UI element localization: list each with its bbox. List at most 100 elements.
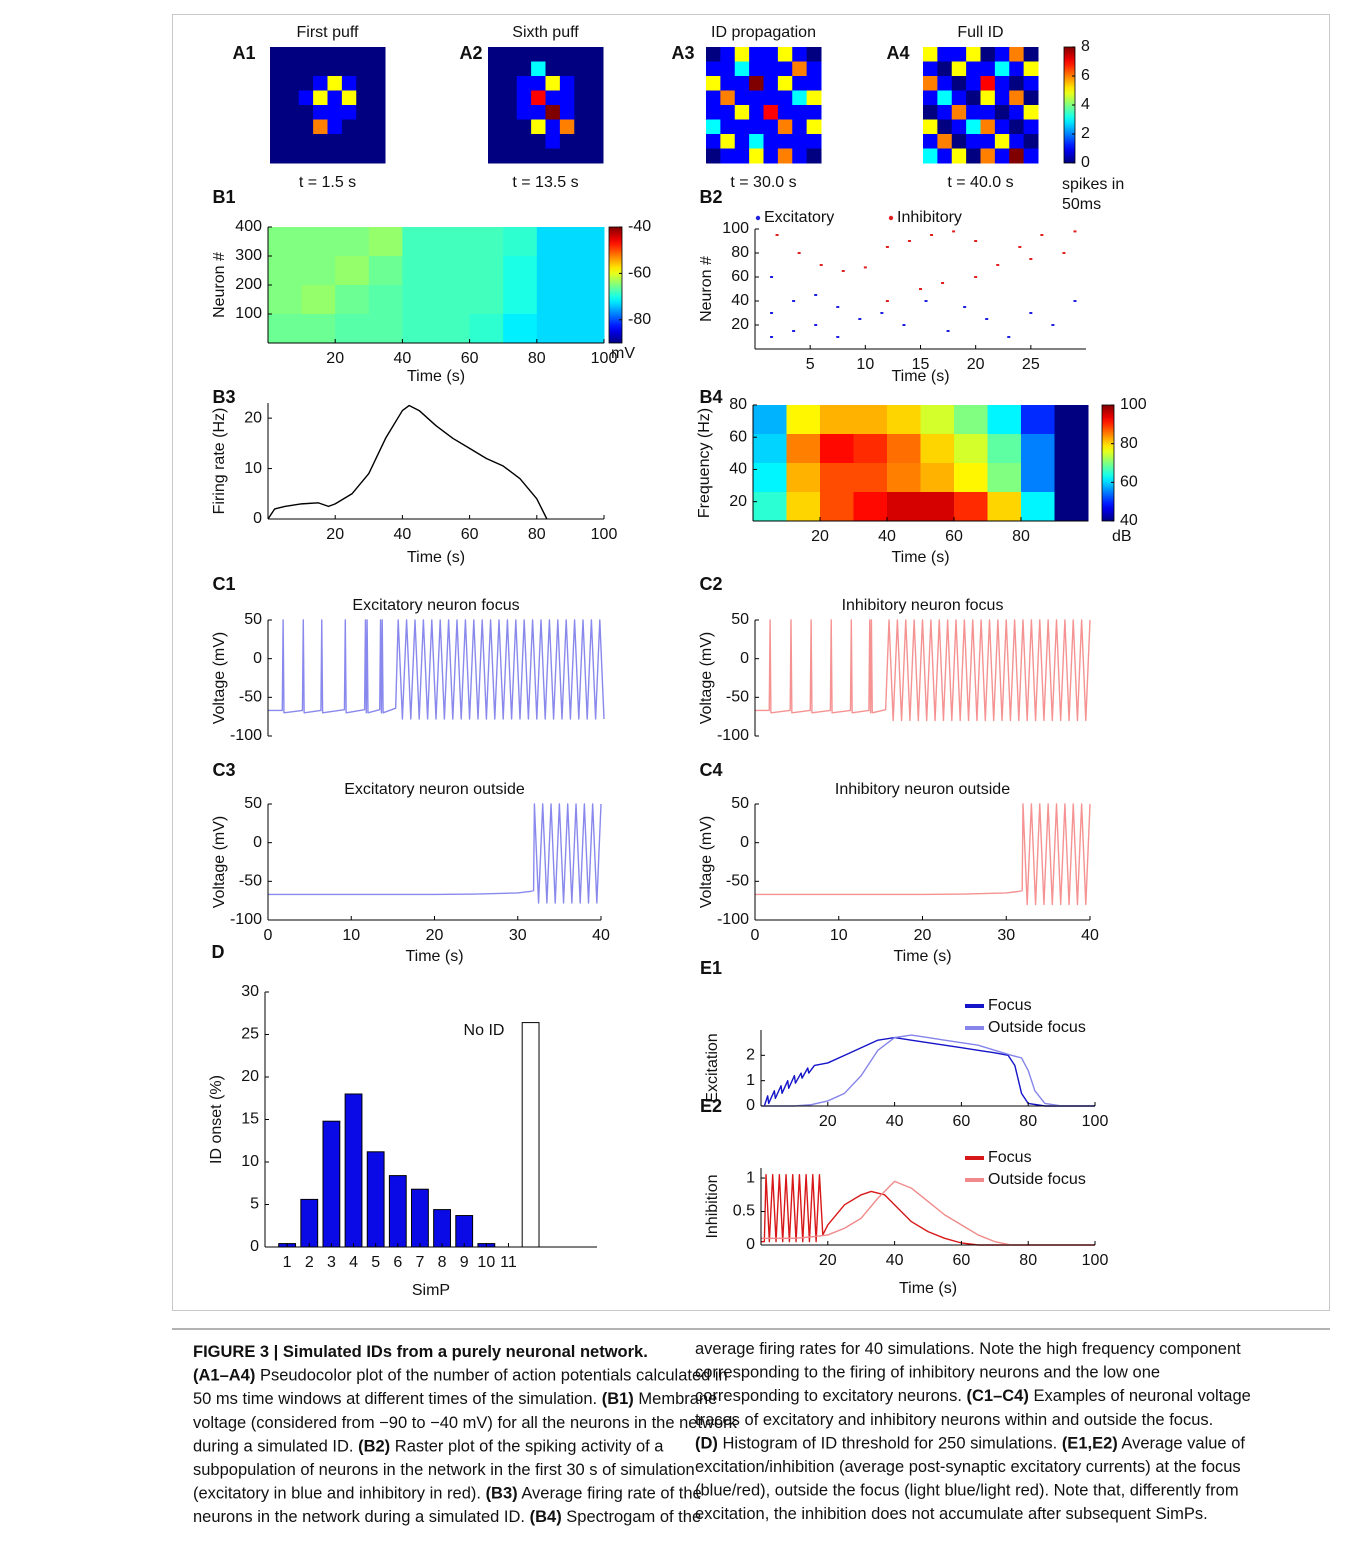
colorbar-tick-label: 2 <box>1081 125 1090 142</box>
heat-cell <box>920 405 955 435</box>
x-tick-label: 20 <box>326 350 344 367</box>
heat-cell <box>436 256 471 286</box>
caption-line: corresponding to the firing of inhibitor… <box>695 1364 1160 1382</box>
line-series <box>268 619 605 720</box>
heat-cell <box>763 76 779 91</box>
heat-cell <box>545 76 561 91</box>
heat-cell <box>284 105 300 120</box>
x-axis-label: t = 30.0 s <box>730 174 796 191</box>
spike-dot <box>946 330 950 332</box>
caption-line: (D) Histogram of ID threshold for 250 si… <box>695 1435 1245 1453</box>
x-tick-label: 6 <box>393 1254 402 1271</box>
heat-cell <box>335 314 370 344</box>
line-series <box>267 404 548 520</box>
heat-cell <box>284 76 300 91</box>
heat-cell <box>588 119 604 135</box>
caption-text: Pseudocolor plot of the number of action… <box>255 1367 727 1385</box>
heat-cell <box>284 148 300 164</box>
spike-dot <box>1040 234 1044 236</box>
heat-cell <box>488 119 503 135</box>
heat-cell <box>341 105 357 120</box>
heat-cell <box>966 148 981 164</box>
heat-cell <box>994 134 1010 149</box>
heat-cell <box>503 314 538 344</box>
y-tick-label: 80 <box>731 244 749 261</box>
heat-cell <box>980 105 996 120</box>
caption-text: Average value of <box>1118 1435 1246 1453</box>
heat-cell <box>516 134 532 149</box>
y-axis-label: Voltage (mV) <box>698 816 715 908</box>
heat-cell <box>356 90 372 106</box>
heat-cell <box>402 314 437 344</box>
colorbar-tick-label: -60 <box>628 265 651 282</box>
x-tick-label: 20 <box>326 526 344 543</box>
chart-title: Inhibitory neuron focus <box>842 597 1004 614</box>
x-tick-label: 25 <box>1022 356 1040 373</box>
heat-cell <box>270 90 285 106</box>
spike-dot <box>814 294 818 296</box>
y-tick-label: 25 <box>241 1026 259 1043</box>
heat-cell <box>1054 405 1089 435</box>
spike-dot <box>1029 258 1033 260</box>
spike-dot <box>770 276 774 278</box>
heat-cell <box>720 105 736 120</box>
heat-cell <box>327 105 343 120</box>
spike-dot <box>1073 300 1077 302</box>
y-tick-label: -50 <box>726 689 749 706</box>
heat-cell <box>536 285 571 315</box>
legend-label: Focus <box>988 1149 1032 1166</box>
heat-cell <box>436 227 471 257</box>
heat-cell <box>980 148 996 164</box>
heat-cell <box>368 227 403 257</box>
y-tick-label: 0 <box>253 834 262 851</box>
heat-cell <box>301 227 336 257</box>
x-tick-label: 40 <box>886 1113 904 1130</box>
heat-cell <box>531 105 546 120</box>
heat-cell <box>792 105 808 120</box>
x-tick-label: 20 <box>914 927 932 944</box>
heat-cell <box>298 47 314 62</box>
colorbar-tick-label: 4 <box>1081 96 1090 113</box>
heat-cell <box>749 134 764 149</box>
heat-cell <box>954 463 988 493</box>
heat-cell <box>1021 463 1055 493</box>
y-axis-label: Firing rate (Hz) <box>211 408 228 515</box>
heat-cell <box>536 256 571 286</box>
heat-cell <box>545 134 561 149</box>
heat-cell <box>923 119 938 135</box>
spike-dot <box>863 266 867 269</box>
x-tick-label: 9 <box>460 1254 469 1271</box>
heat-cell <box>923 148 938 164</box>
heat-cell <box>301 285 336 315</box>
y-tick-label: 1 <box>746 1072 755 1089</box>
heat-cell <box>923 105 938 120</box>
heat-cell <box>559 148 575 164</box>
heat-cell <box>368 314 403 344</box>
x-tick-label: 11 <box>500 1254 517 1271</box>
heat-cell <box>574 76 590 91</box>
caption-line: during a simulated ID. (B2) Raster plot … <box>193 1438 664 1456</box>
y-tick-label: 0 <box>253 510 262 527</box>
heat-cell <box>298 134 314 149</box>
heat-cell <box>436 285 471 315</box>
heat-cell <box>574 47 590 62</box>
heat-cell <box>980 61 996 77</box>
heat-cell <box>966 134 981 149</box>
y-axis-label: Inhibition <box>704 1174 721 1238</box>
y-tick-label: 60 <box>731 268 749 285</box>
heat-cell <box>588 61 604 77</box>
heat-cell <box>749 61 764 77</box>
bar <box>388 1175 407 1248</box>
heat-cell <box>734 105 750 120</box>
heat-cell <box>786 405 821 435</box>
heat-cell <box>923 61 938 77</box>
y-axis-label: Frequency (Hz) <box>696 408 713 518</box>
y-tick-label: 80 <box>729 396 747 413</box>
heat-cell <box>356 47 372 62</box>
heat-cell <box>370 47 386 62</box>
x-tick-label: 60 <box>461 526 479 543</box>
heat-cell <box>937 148 953 164</box>
heat-cell <box>923 134 938 149</box>
y-tick-label: 20 <box>244 409 262 426</box>
heat-cell <box>284 119 300 135</box>
